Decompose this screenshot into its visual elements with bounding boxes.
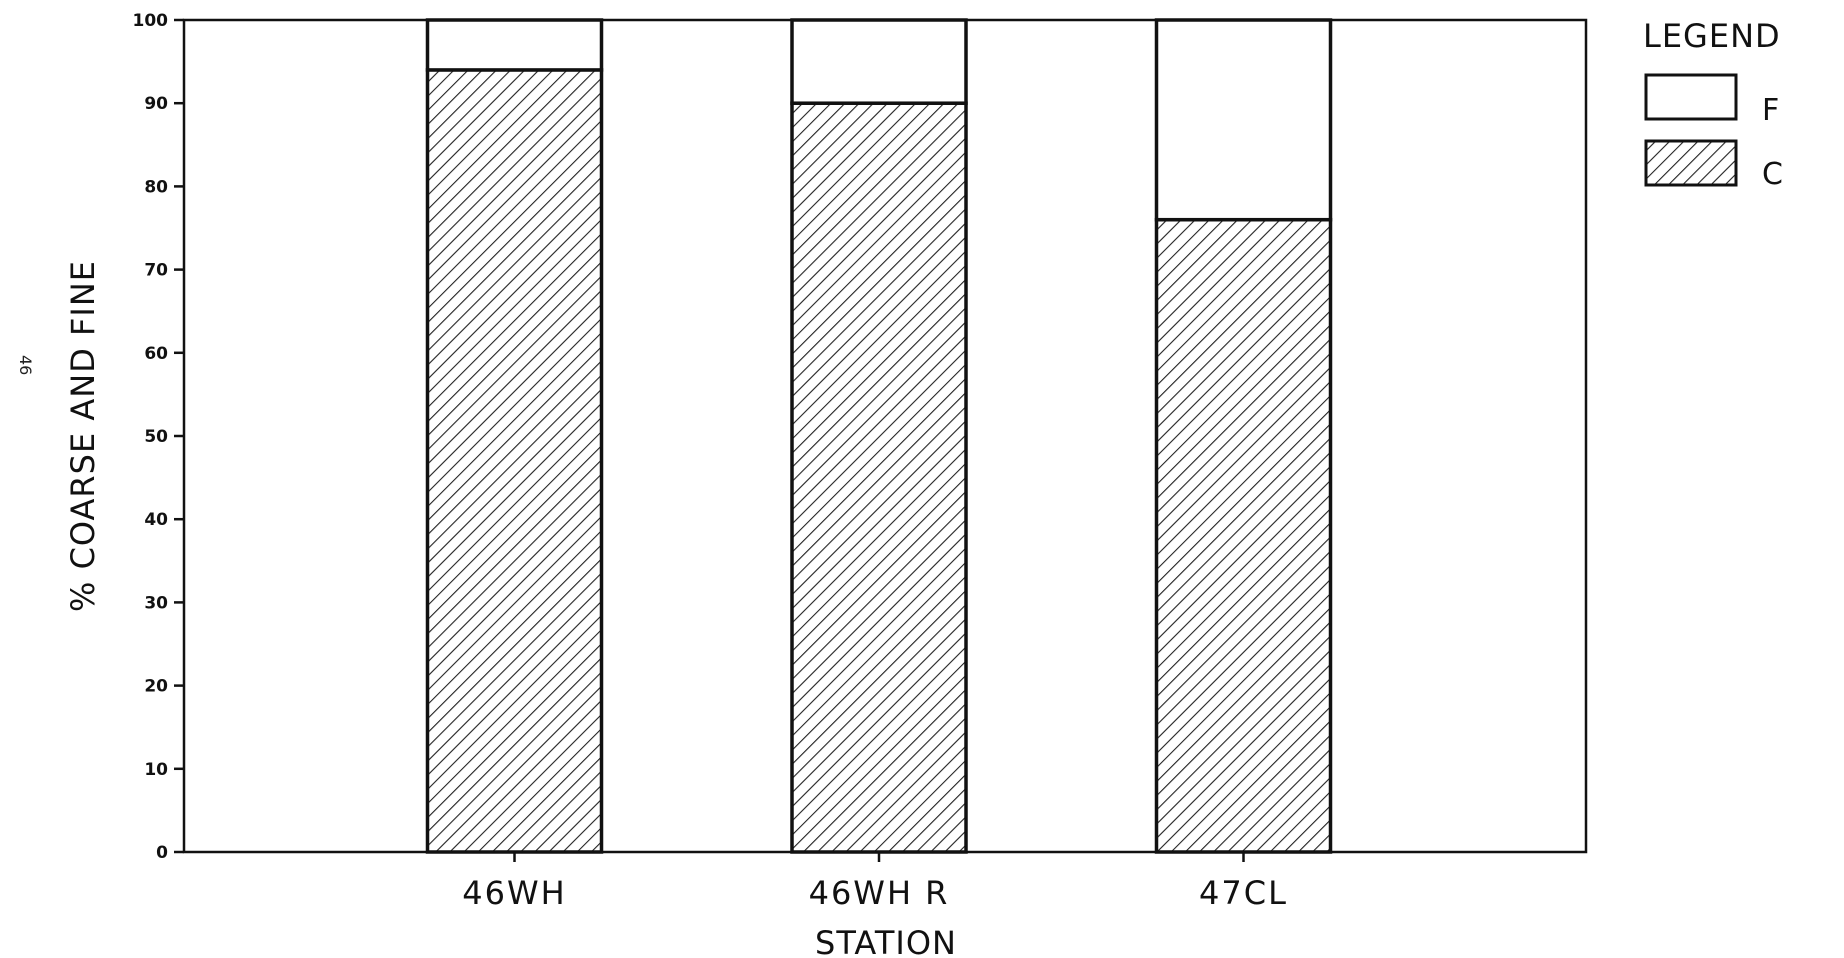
legend: LEGEND F C [1643,17,1783,192]
x-tick-label: 46WH R [809,874,950,912]
bar-f-47cl [1154,18,1333,222]
y-tick-label: 60 [144,344,168,364]
y-axis-title: % COARSE AND FINE [64,260,102,612]
y-tick-label: 30 [144,593,168,613]
x-tick-label: 47CL [1199,874,1288,912]
bar-f-46wh [425,18,604,72]
y-tick-label: 10 [144,760,168,780]
y-tick-label: 50 [144,427,168,447]
x-axis-title: STATION [815,924,957,958]
y-tick-label: 40 [144,510,168,530]
x-axis-tick-labels: 46WH 46WH R 47CL [462,852,1288,912]
y-tick-label: 0 [156,843,168,863]
legend-swatch-f [1644,73,1738,121]
y-tick-label: 100 [133,11,169,31]
legend-label-c: C [1762,157,1783,192]
y-tick-label: 80 [144,177,168,197]
bars [425,18,1333,854]
y-tick-label: 70 [144,261,168,281]
legend-title: LEGEND [1643,17,1781,55]
bar-c-47cl [1154,217,1333,854]
y-axis-ticks: 0 10 20 30 40 50 60 70 80 90 100 [133,11,184,863]
bar-c-46wh-r [790,101,968,854]
legend-swatch-c [1644,139,1738,187]
page-number-note: 46 [16,355,35,375]
x-tick-label: 46WH [462,874,566,912]
bar-f-46wh-r [790,18,968,105]
legend-label-f: F [1762,93,1779,128]
y-tick-label: 90 [144,94,168,114]
bar-c-46wh [425,68,604,854]
y-tick-label: 20 [144,677,168,697]
